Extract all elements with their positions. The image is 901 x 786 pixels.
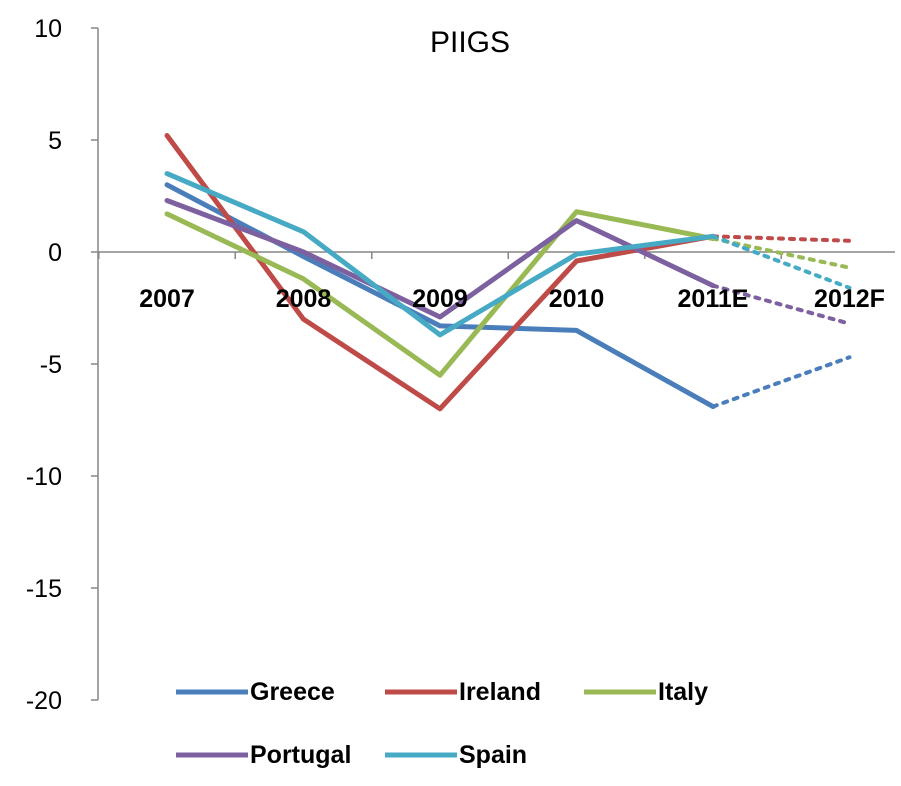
legend-item-spain: Spain [385, 741, 527, 769]
legend-label: Ireland [459, 678, 541, 706]
x-category-label: 2011E [678, 285, 749, 313]
legend-label: Greece [250, 678, 335, 706]
legend-item-greece: Greece [176, 678, 335, 706]
series-lines [164, 133, 852, 412]
x-category-label: 2010 [549, 285, 605, 313]
y-tick-label: 10 [34, 15, 62, 43]
y-tick-label: 5 [48, 127, 62, 155]
series-forecast-portugal [711, 283, 852, 326]
legend-item-ireland: Ireland [385, 678, 541, 706]
legend-label: Portugal [250, 741, 351, 769]
legend-item-italy: Italy [584, 678, 708, 706]
series-line-italy [164, 209, 716, 378]
y-tick-label: -15 [26, 575, 62, 603]
legend-item-portugal: Portugal [176, 741, 351, 769]
y-tick-label: -20 [26, 687, 62, 715]
x-category-label: 2007 [139, 285, 195, 313]
legend-label: Italy [658, 678, 708, 706]
x-category-label: 2008 [276, 285, 332, 313]
x-category-label: 2009 [412, 285, 468, 313]
category-labels: 2007 2008 2009 2010 2011E 2012F [139, 285, 885, 313]
y-tick-label: 0 [48, 239, 62, 267]
legend-label: Spain [459, 741, 527, 769]
legend: Greece Ireland Italy Portugal Spain [176, 678, 708, 769]
y-tick-label: -10 [26, 463, 62, 491]
y-tick-label: -5 [40, 351, 62, 379]
series-forecast-greece [711, 355, 852, 409]
axes: 10 5 0 -5 -10 -15 -20 [26, 15, 895, 715]
chart-title: PIIGS [430, 26, 510, 59]
series-forecast-ireland [711, 234, 852, 243]
series-line-spain [164, 171, 716, 338]
series-line-ireland [164, 133, 716, 412]
x-category-label: 2012F [814, 285, 885, 313]
series-forecast-spain [711, 234, 852, 290]
series-line-portugal [164, 198, 716, 320]
